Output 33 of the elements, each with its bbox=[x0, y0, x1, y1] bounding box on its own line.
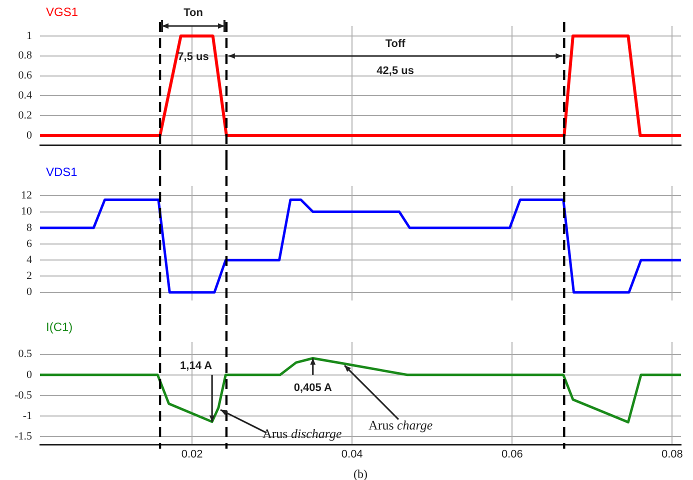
y-tick-label: 0.8 bbox=[18, 50, 32, 62]
x-tick-label: 0.04 bbox=[341, 448, 363, 460]
annotation: 42,5 us bbox=[376, 65, 414, 77]
y-tick-label: 0.5 bbox=[18, 348, 32, 360]
chart-title: I(C1) bbox=[42, 319, 77, 335]
y-tick-label: 1 bbox=[26, 30, 32, 42]
x-tick-label: 0.08 bbox=[661, 448, 683, 460]
y-tick-label: -1.5 bbox=[14, 430, 32, 442]
y-tick-label: 12 bbox=[21, 190, 32, 202]
chart-title: VDS1 bbox=[42, 164, 82, 180]
x-tick-label: 0.02 bbox=[181, 448, 203, 460]
y-tick-label: 0.6 bbox=[18, 70, 32, 82]
y-tick-label: 0.2 bbox=[18, 109, 32, 122]
y-tick-label: 0 bbox=[26, 286, 32, 298]
annotation: 7,5 us bbox=[178, 51, 209, 63]
y-tick-label: 0.4 bbox=[18, 90, 32, 102]
x-tick-label: 0.06 bbox=[501, 448, 523, 460]
y-tick-label: 0 bbox=[26, 129, 32, 142]
text: Ton bbox=[184, 7, 204, 19]
y-tick-label: 8 bbox=[26, 222, 32, 234]
annotation: Arus charge bbox=[368, 417, 433, 432]
y-tick-label: 6 bbox=[26, 238, 32, 250]
annotation: Toff bbox=[385, 38, 406, 50]
annotation: Arus discharge bbox=[262, 426, 342, 441]
y-tick-label: 10 bbox=[21, 206, 32, 218]
y-tick-label: 4 bbox=[26, 254, 32, 266]
y-tick-label: -1 bbox=[22, 410, 32, 422]
chart-title: VGS1 bbox=[42, 4, 82, 20]
y-tick-label: 2 bbox=[26, 270, 32, 282]
annotation: 1,14 A bbox=[180, 360, 212, 372]
y-tick-label: 0 bbox=[26, 368, 32, 381]
y-tick-label: -0.5 bbox=[14, 389, 32, 402]
annotation: 0,405 A bbox=[294, 382, 332, 394]
